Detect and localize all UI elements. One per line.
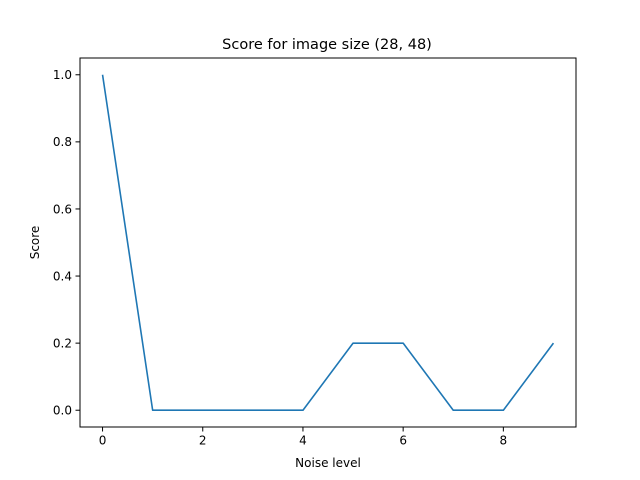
y-axis-label: Score bbox=[28, 226, 42, 260]
plot-area bbox=[79, 57, 577, 428]
y-tick-label-2: 0.4 bbox=[53, 269, 72, 283]
y-tick-label-3: 0.6 bbox=[53, 202, 72, 216]
x-tick-label-3: 6 bbox=[399, 434, 407, 448]
series-group bbox=[101, 74, 555, 412]
y-tick-label-5: 1.0 bbox=[53, 68, 72, 82]
series-line-0 bbox=[101, 74, 555, 412]
chart-title: Score for image size (28, 48) bbox=[222, 37, 432, 53]
x-tick-label-4: 8 bbox=[500, 434, 508, 448]
x-tick-label-0: 0 bbox=[99, 434, 107, 448]
x-tick-label-2: 4 bbox=[299, 434, 307, 448]
x-tick-label-1: 2 bbox=[199, 434, 207, 448]
x-axis-ticks: 0 2 4 6 8 bbox=[99, 427, 507, 448]
x-axis-label: Noise level bbox=[295, 456, 361, 470]
axes-frame bbox=[79, 57, 577, 428]
y-tick-label-4: 0.8 bbox=[53, 135, 72, 149]
y-axis-ticks: 0.0 0.2 0.4 0.6 0.8 1.0 bbox=[53, 68, 80, 418]
y-tick-label-0: 0.0 bbox=[53, 404, 72, 418]
y-tick-label-1: 0.2 bbox=[53, 336, 72, 350]
